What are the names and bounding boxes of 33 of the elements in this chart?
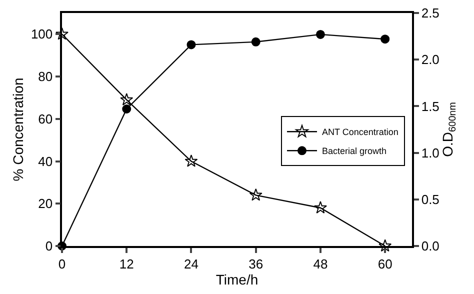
y-tick-label: 40 (38, 154, 53, 169)
x-tick-label: 24 (184, 256, 198, 272)
point (56, 27, 68, 40)
y-tick-label: 0 (45, 238, 53, 254)
legend-label: ANT Concentration (322, 127, 398, 138)
y-tick-label: 100 (30, 26, 53, 42)
y-axis-title: % Concentration (10, 78, 26, 182)
point (186, 40, 196, 50)
y2-tick-label: 2.5 (421, 6, 440, 21)
y-tick-label: 80 (38, 69, 53, 84)
y-tick-label: 60 (38, 111, 53, 126)
y-tick-label: 20 (38, 196, 53, 212)
point (184, 154, 198, 167)
point (251, 37, 260, 46)
point (378, 239, 392, 252)
x-tick-label: 12 (119, 256, 134, 272)
x-tick-label: 36 (248, 256, 264, 272)
legend-label: Bacterial growth (322, 146, 387, 156)
point (380, 34, 390, 44)
x-tick-label: 60 (378, 256, 392, 272)
x-tick-label: 0 (58, 256, 66, 272)
point (316, 30, 325, 39)
y2-tick-label: 1.0 (421, 145, 440, 160)
x-axis-title: Time/h (216, 271, 258, 288)
y2-tick-label: 0.0 (421, 238, 440, 254)
point (122, 104, 132, 114)
y2-tick-label: 1.5 (421, 98, 440, 114)
y2-tick-label: 2.0 (421, 52, 440, 68)
point (314, 201, 327, 214)
point (120, 93, 134, 106)
y2-tick-label: 0.5 (421, 192, 440, 207)
point (249, 188, 262, 201)
x-tick-label: 48 (313, 256, 328, 272)
